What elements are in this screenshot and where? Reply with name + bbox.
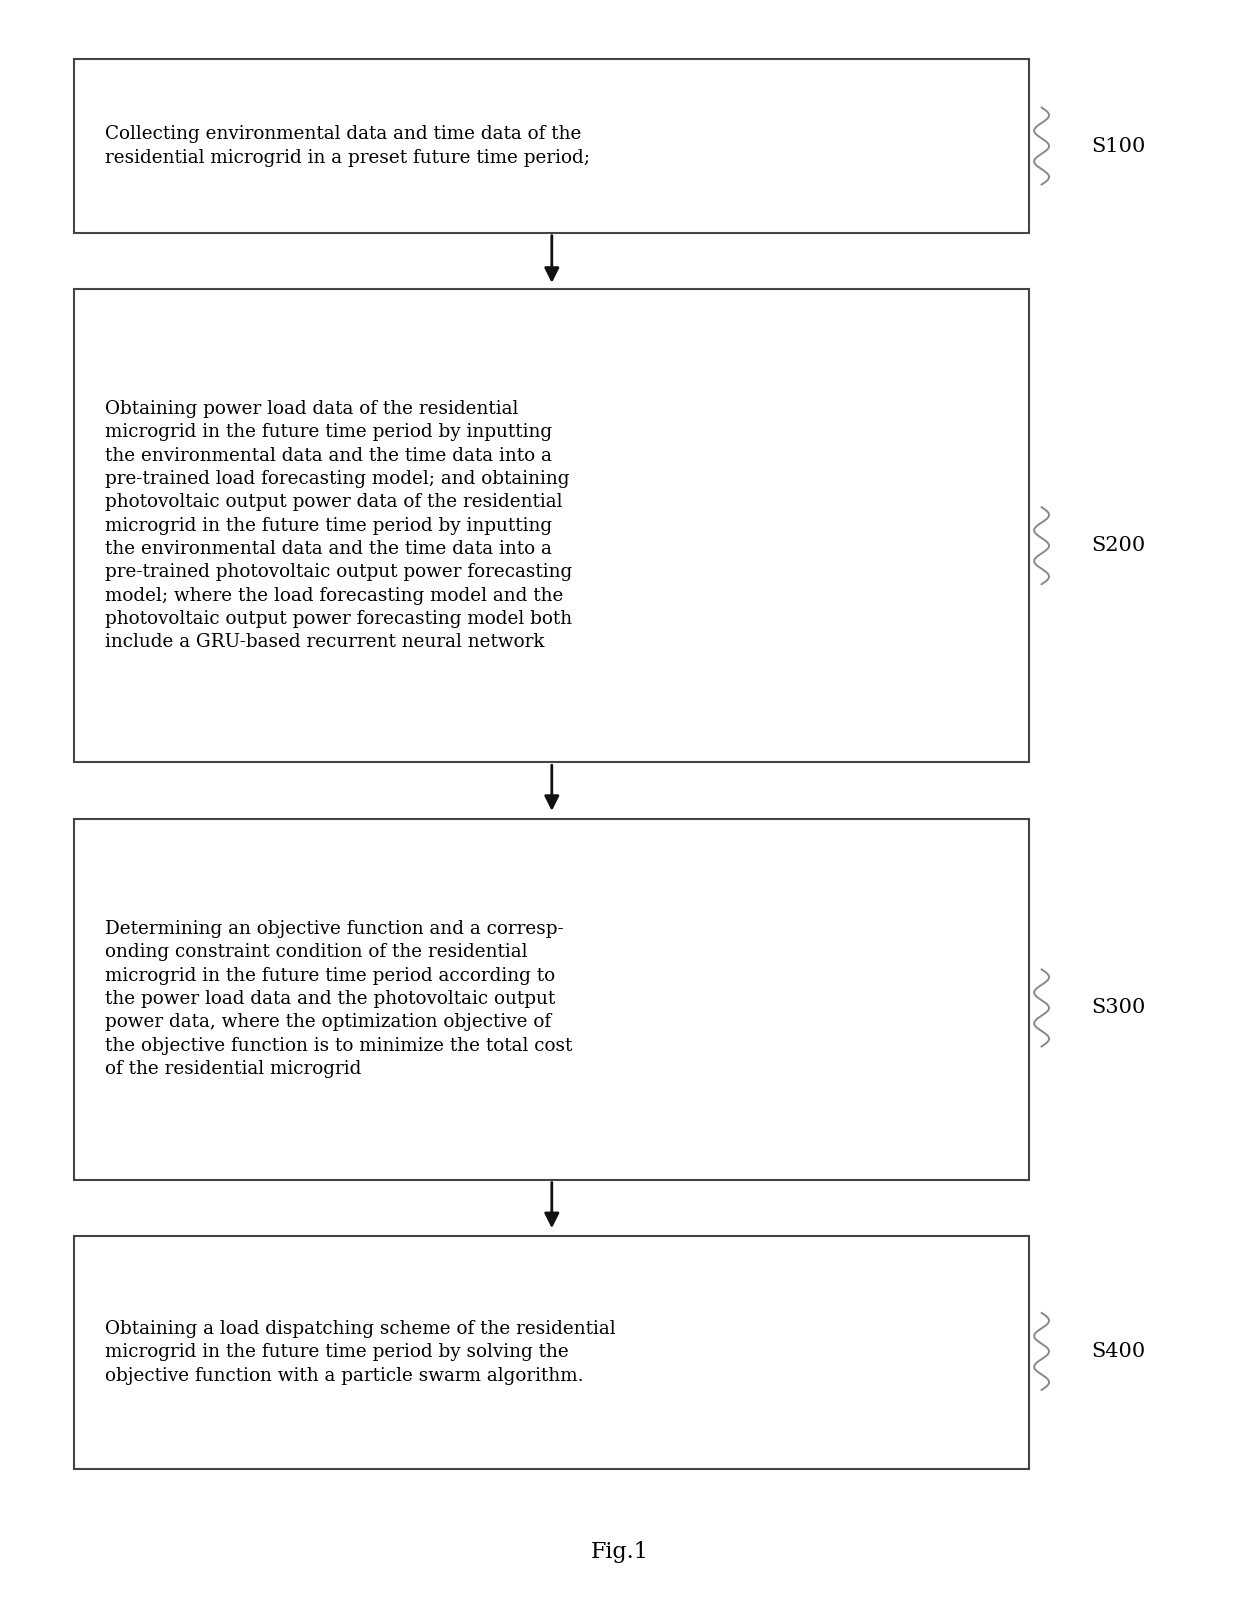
FancyBboxPatch shape [74, 59, 1029, 233]
FancyBboxPatch shape [74, 1236, 1029, 1469]
Text: Obtaining power load data of the residential
microgrid in the future time period: Obtaining power load data of the residen… [105, 400, 573, 652]
Text: Fig.1: Fig.1 [591, 1541, 649, 1563]
Text: S300: S300 [1091, 998, 1146, 1018]
Text: S100: S100 [1091, 136, 1146, 156]
Text: Collecting environmental data and time data of the
residential microgrid in a pr: Collecting environmental data and time d… [105, 125, 590, 167]
Text: Obtaining a load dispatching scheme of the residential
microgrid in the future t: Obtaining a load dispatching scheme of t… [105, 1319, 616, 1385]
Text: Determining an objective function and a corresp-
onding constraint condition of : Determining an objective function and a … [105, 920, 573, 1079]
FancyBboxPatch shape [74, 289, 1029, 762]
FancyBboxPatch shape [74, 819, 1029, 1180]
Text: S400: S400 [1091, 1342, 1146, 1361]
Text: S200: S200 [1091, 536, 1146, 555]
